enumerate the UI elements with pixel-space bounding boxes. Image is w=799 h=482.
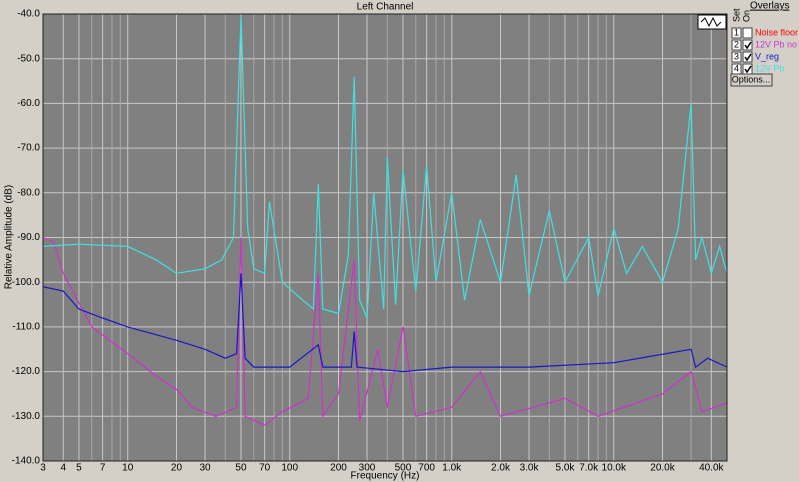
y-tick-label: -70.0 bbox=[17, 143, 40, 154]
x-tick-label: 7 bbox=[100, 463, 106, 474]
legend-checkbox[interactable] bbox=[742, 27, 753, 39]
legend-set-box bbox=[731, 63, 742, 75]
legend-check bbox=[744, 41, 752, 50]
legend-set-number: 2 bbox=[734, 39, 739, 49]
legend-entry: V_reg bbox=[755, 51, 779, 61]
x-tick-label: 7.0k bbox=[579, 463, 599, 474]
x-tick-label: 1.0k bbox=[442, 463, 462, 474]
options-button-label[interactable]: Options... bbox=[732, 74, 771, 84]
legend-set-number: 1 bbox=[734, 27, 739, 37]
y-tick-label: -60.0 bbox=[17, 98, 40, 109]
legend-set-number: 4 bbox=[734, 63, 739, 73]
series-line bbox=[43, 273, 727, 373]
x-tick-label: 70 bbox=[259, 463, 271, 474]
legend-check bbox=[744, 53, 752, 62]
x-tick-label: 50 bbox=[235, 463, 247, 474]
y-tick-label: -90.0 bbox=[17, 232, 40, 243]
x-tick-label: 3 bbox=[40, 463, 46, 474]
legend-on-header: On bbox=[741, 10, 751, 22]
legend-set-box bbox=[731, 51, 742, 63]
legend-title: Overlays bbox=[750, 1, 789, 12]
legend-checkbox[interactable] bbox=[742, 39, 753, 51]
plot-icon[interactable] bbox=[697, 14, 727, 30]
y-tick-label: -50.0 bbox=[17, 53, 40, 64]
series-line bbox=[43, 236, 727, 426]
legend-checkbox[interactable] bbox=[742, 63, 753, 75]
legend-set-number: 3 bbox=[734, 51, 739, 61]
series-line bbox=[43, 16, 727, 319]
y-tick-label: -80.0 bbox=[17, 187, 40, 198]
y-tick-label: -110.0 bbox=[12, 322, 40, 333]
x-tick-label: 500 bbox=[395, 463, 412, 474]
legend-entry: 12V Pb no l bbox=[755, 39, 799, 49]
legend-entry: 12V Pb bbox=[755, 63, 785, 73]
legend-check bbox=[744, 65, 752, 74]
chart-title: Left Channel bbox=[357, 2, 414, 13]
x-tick-label: 5.0k bbox=[556, 463, 576, 474]
x-tick-label: 20.0k bbox=[650, 463, 675, 474]
legend-set-box bbox=[731, 39, 742, 51]
x-tick-label: 40.0k bbox=[699, 463, 724, 474]
x-tick-label: 10.0k bbox=[602, 463, 627, 474]
x-tick-label: 2.0k bbox=[491, 463, 511, 474]
plot-border bbox=[42, 13, 728, 462]
plot-icon-glyph bbox=[700, 16, 722, 28]
y-tick-label: -120.0 bbox=[12, 366, 41, 377]
y-tick-label: -40.0 bbox=[17, 9, 40, 20]
x-tick-label: 200 bbox=[330, 463, 347, 474]
y-tick-label: -140.0 bbox=[12, 456, 41, 467]
x-tick-label: 5 bbox=[76, 463, 82, 474]
x-axis-label: Frequency (Hz) bbox=[351, 471, 420, 482]
x-tick-label: 30 bbox=[199, 463, 211, 474]
x-tick-label: 300 bbox=[359, 463, 376, 474]
x-tick-label: 4 bbox=[60, 463, 66, 474]
legend-checkbox[interactable] bbox=[742, 51, 753, 63]
x-tick-label: 3.0k bbox=[520, 463, 540, 474]
x-tick-label: 100 bbox=[281, 463, 298, 474]
legend-entry: Noise floor bbox=[755, 27, 798, 37]
legend-set-box bbox=[731, 27, 742, 39]
x-tick-label: 10 bbox=[122, 463, 134, 474]
y-tick-label: -130.0 bbox=[12, 411, 41, 422]
x-tick-label: 20 bbox=[171, 463, 183, 474]
x-tick-label: 700 bbox=[418, 463, 435, 474]
legend-set-header: Set bbox=[731, 8, 741, 22]
y-axis-label: Relative Amplitude (dB) bbox=[4, 185, 15, 290]
y-tick-label: -100.0 bbox=[12, 277, 41, 288]
